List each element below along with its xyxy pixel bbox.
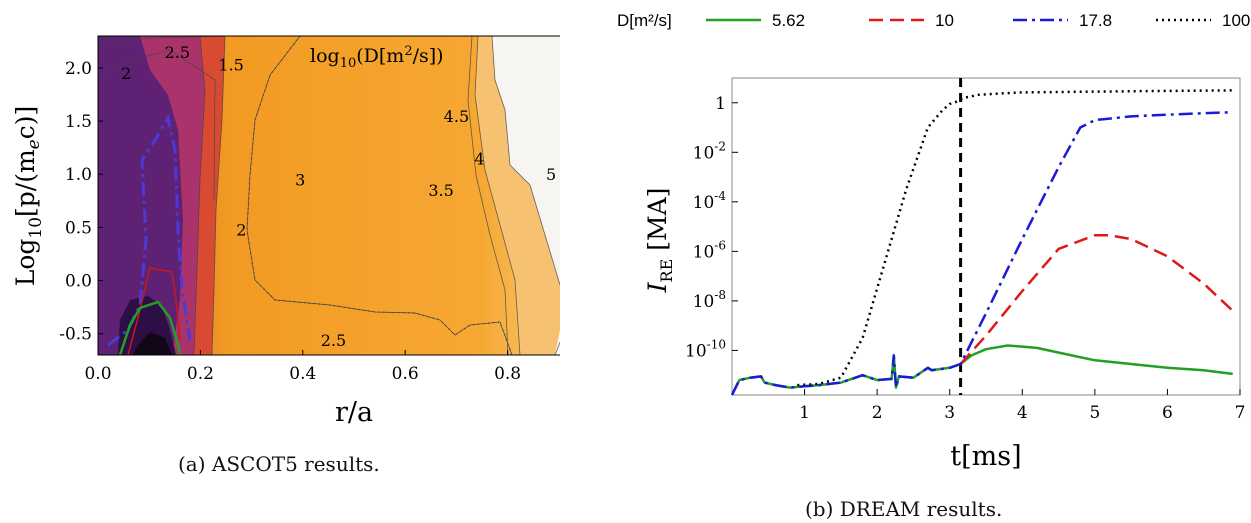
y-tick-label: 0.0 [65,272,92,292]
x-tick-label: 7 [1235,403,1246,423]
caption-dream: (b) DREAM results. [805,497,1003,521]
contour-fill-5-corner [555,330,560,355]
legend-title: D[m²/s] [617,11,672,30]
contour-label: 2.5 [165,43,190,62]
x-tick-label: 4 [1017,403,1028,423]
annotation-log10-d: log10(D[m2/s]) [310,44,444,71]
contour-fill-core-dark [133,332,172,355]
x-tick-label: 1 [799,403,810,423]
x-axis-label: r/a [335,397,373,428]
y-axis-label: Log10[p/(mec)] [11,106,46,287]
line-chart-ticks: 1 2 3 4 5 6 7 1 10-2 10-4 10-6 10-8 10-10 [685,94,1245,423]
caption-ascot5: (a) ASCOT5 results. [178,452,380,476]
x-axis-ticks: 0.0 0.2 0.4 0.6 0.8 [84,350,521,384]
x-tick-label: 5 [1089,403,1100,423]
contour-label: 2 [121,64,131,83]
legend-label-5.62: 5.62 [772,11,805,30]
y-tick-label: 1.5 [65,112,92,132]
y-tick-label: 1.0 [65,165,92,185]
x-tick-label: 0.8 [494,364,521,384]
y-tick-label: 0.5 [65,218,92,238]
x-tick-label: 0.6 [392,364,419,384]
contour-label: 4 [474,149,484,168]
x-tick-label: 2 [872,403,883,423]
x-tick-label: 6 [1162,403,1173,423]
x-axis-label: t[ms] [950,441,1021,472]
boundary-red [127,267,181,355]
y-tick-label: 1 [715,94,726,114]
y-axis-label: IRE [MA] [643,188,676,294]
contour-lines [98,36,560,355]
legend-label-1000: 1000 [1222,11,1251,30]
y-tick-label: 10-8 [693,288,726,312]
y-tick-label: 2.0 [65,59,92,79]
series-line-1000 [797,89,1233,387]
boundary-green [118,300,182,355]
contour-label: 1.5 [218,56,243,75]
x-tick-label: 3 [944,403,955,423]
y-tick-label: 10-6 [693,238,726,262]
legend: D[m²/s] 5.62 10 17.8 1000 [617,11,1251,30]
series-line-10 [959,234,1234,365]
line-series [730,89,1234,396]
heatmap-field [98,36,560,355]
x-tick-label: 0.0 [84,364,111,384]
y-tick-label: -0.5 [59,325,92,345]
contour-fill-5 [492,36,560,285]
contour-label: 4.5 [444,107,469,126]
contour-label: 2 [236,221,246,240]
y-tick-label: 10-4 [693,189,727,213]
legend-label-17.8: 17.8 [1079,11,1112,30]
y-axis-ticks: -0.5 0.0 0.5 1.0 1.5 2.0 [59,59,103,345]
boundary-blue-dashdot [107,113,192,347]
y-tick-label: 10-2 [693,139,726,163]
contour-label: 3.5 [428,181,453,200]
y-tick-label: 10-10 [685,337,726,361]
x-tick-label: 0.4 [289,364,316,384]
contour-label: 5 [546,165,556,184]
x-tick-label: 0.2 [187,364,214,384]
contour-label: 2.5 [321,331,346,350]
contour-label: 3 [295,171,305,190]
contour-fill-low [98,36,183,355]
legend-label-10: 10 [935,11,954,30]
series-line-17.8 [730,110,1233,396]
